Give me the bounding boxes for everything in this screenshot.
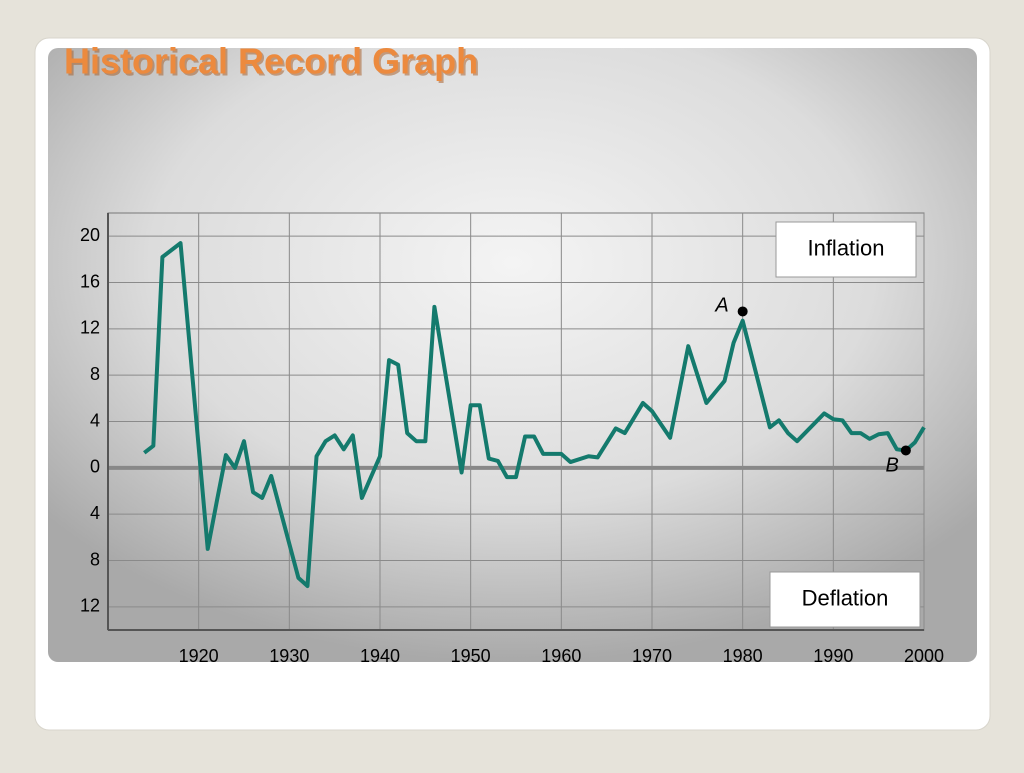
annotation-box [769,571,921,628]
point-label: A [714,295,728,317]
y-tick-label: 12 [80,596,100,616]
y-tick-label: 4 [90,410,100,430]
y-tick-label: 4 [90,503,100,523]
x-tick-label: 1990 [813,646,853,666]
point [737,306,748,317]
data-line [143,241,926,588]
panel [48,48,977,662]
annotation: Deflation [802,585,889,610]
x-tick-label: 1940 [360,646,400,666]
x-tick-label: 1980 [723,646,763,666]
y-tick-label: 8 [90,364,100,384]
x-tick-label: 1960 [541,646,581,666]
y-tick-label: 8 [90,549,100,569]
y-tick-label: 12 [80,318,100,338]
title-shadow: Historical Record Graph [66,43,480,84]
x-tick-label: 2000 [904,646,944,666]
point-label: B [886,455,899,477]
annotation: Inflation [807,235,884,260]
chart-title: Historical Record Graph [64,41,478,82]
y-tick-label: 20 [80,225,100,245]
y-tick-label: 0 [90,457,100,477]
point [900,445,911,456]
y-tick-label: 16 [80,271,100,291]
x-tick-label: 1950 [451,646,491,666]
x-tick-label: 1930 [269,646,309,666]
x-tick-label: 1920 [179,646,219,666]
x-tick-label: 1970 [632,646,672,666]
annotation-box [775,221,917,278]
